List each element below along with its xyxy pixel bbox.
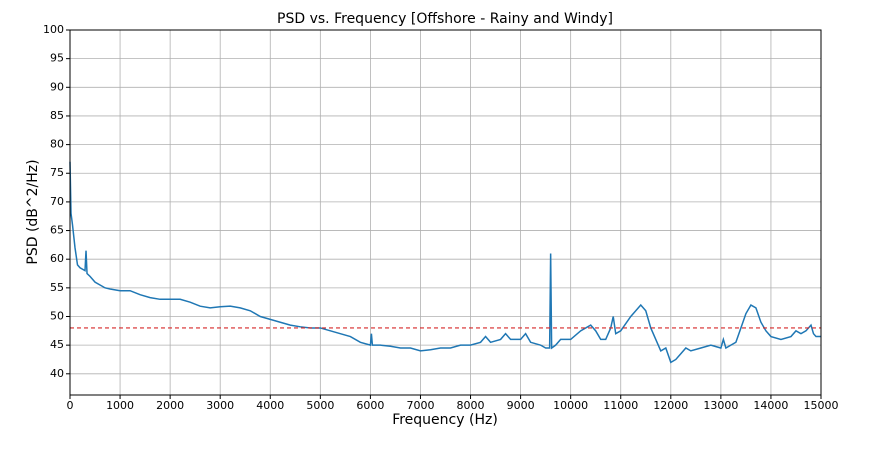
x-tick-label: 7000 bbox=[406, 399, 434, 412]
x-tick-label: 4000 bbox=[256, 399, 284, 412]
x-tick-label: 14000 bbox=[753, 399, 788, 412]
y-tick-label: 80 bbox=[50, 138, 64, 151]
x-tick-label: 3000 bbox=[206, 399, 234, 412]
x-tick-label: 1000 bbox=[106, 399, 134, 412]
x-tick-label: 9000 bbox=[507, 399, 535, 412]
x-tick-label: 12000 bbox=[653, 399, 688, 412]
x-axis-label: Frequency (Hz) bbox=[392, 412, 498, 428]
x-tick-label: 8000 bbox=[457, 399, 485, 412]
y-tick-label: 70 bbox=[50, 195, 64, 208]
y-tick-label: 55 bbox=[50, 281, 64, 294]
y-tick-label: 40 bbox=[50, 367, 64, 380]
data-line bbox=[69, 161, 821, 364]
y-tick-label: 75 bbox=[50, 166, 64, 179]
x-tick-label: 10000 bbox=[553, 399, 588, 412]
y-axis-label: PSD (dB^2/Hz) bbox=[25, 159, 41, 264]
x-tick-label: 0 bbox=[67, 399, 74, 412]
x-tick-label: 6000 bbox=[356, 399, 384, 412]
chart-title: PSD vs. Frequency [Offshore - Rainy and … bbox=[277, 11, 613, 27]
x-tick-label: 13000 bbox=[703, 399, 738, 412]
y-tick-label: 50 bbox=[50, 309, 64, 322]
y-tick-label: 60 bbox=[50, 252, 64, 265]
x-tick-label: 11000 bbox=[603, 399, 638, 412]
y-tick-label: 90 bbox=[50, 80, 64, 93]
y-tick-label: 100 bbox=[43, 23, 64, 36]
x-tick-label: 5000 bbox=[306, 399, 334, 412]
y-tick-label: 65 bbox=[50, 224, 64, 237]
x-tick-label: 15000 bbox=[804, 399, 839, 412]
y-tick-label: 45 bbox=[50, 338, 64, 351]
y-tick-label: 85 bbox=[50, 109, 64, 122]
x-tick-label: 2000 bbox=[156, 399, 184, 412]
y-tick-label: 95 bbox=[50, 52, 64, 65]
plot-frame bbox=[69, 29, 822, 396]
